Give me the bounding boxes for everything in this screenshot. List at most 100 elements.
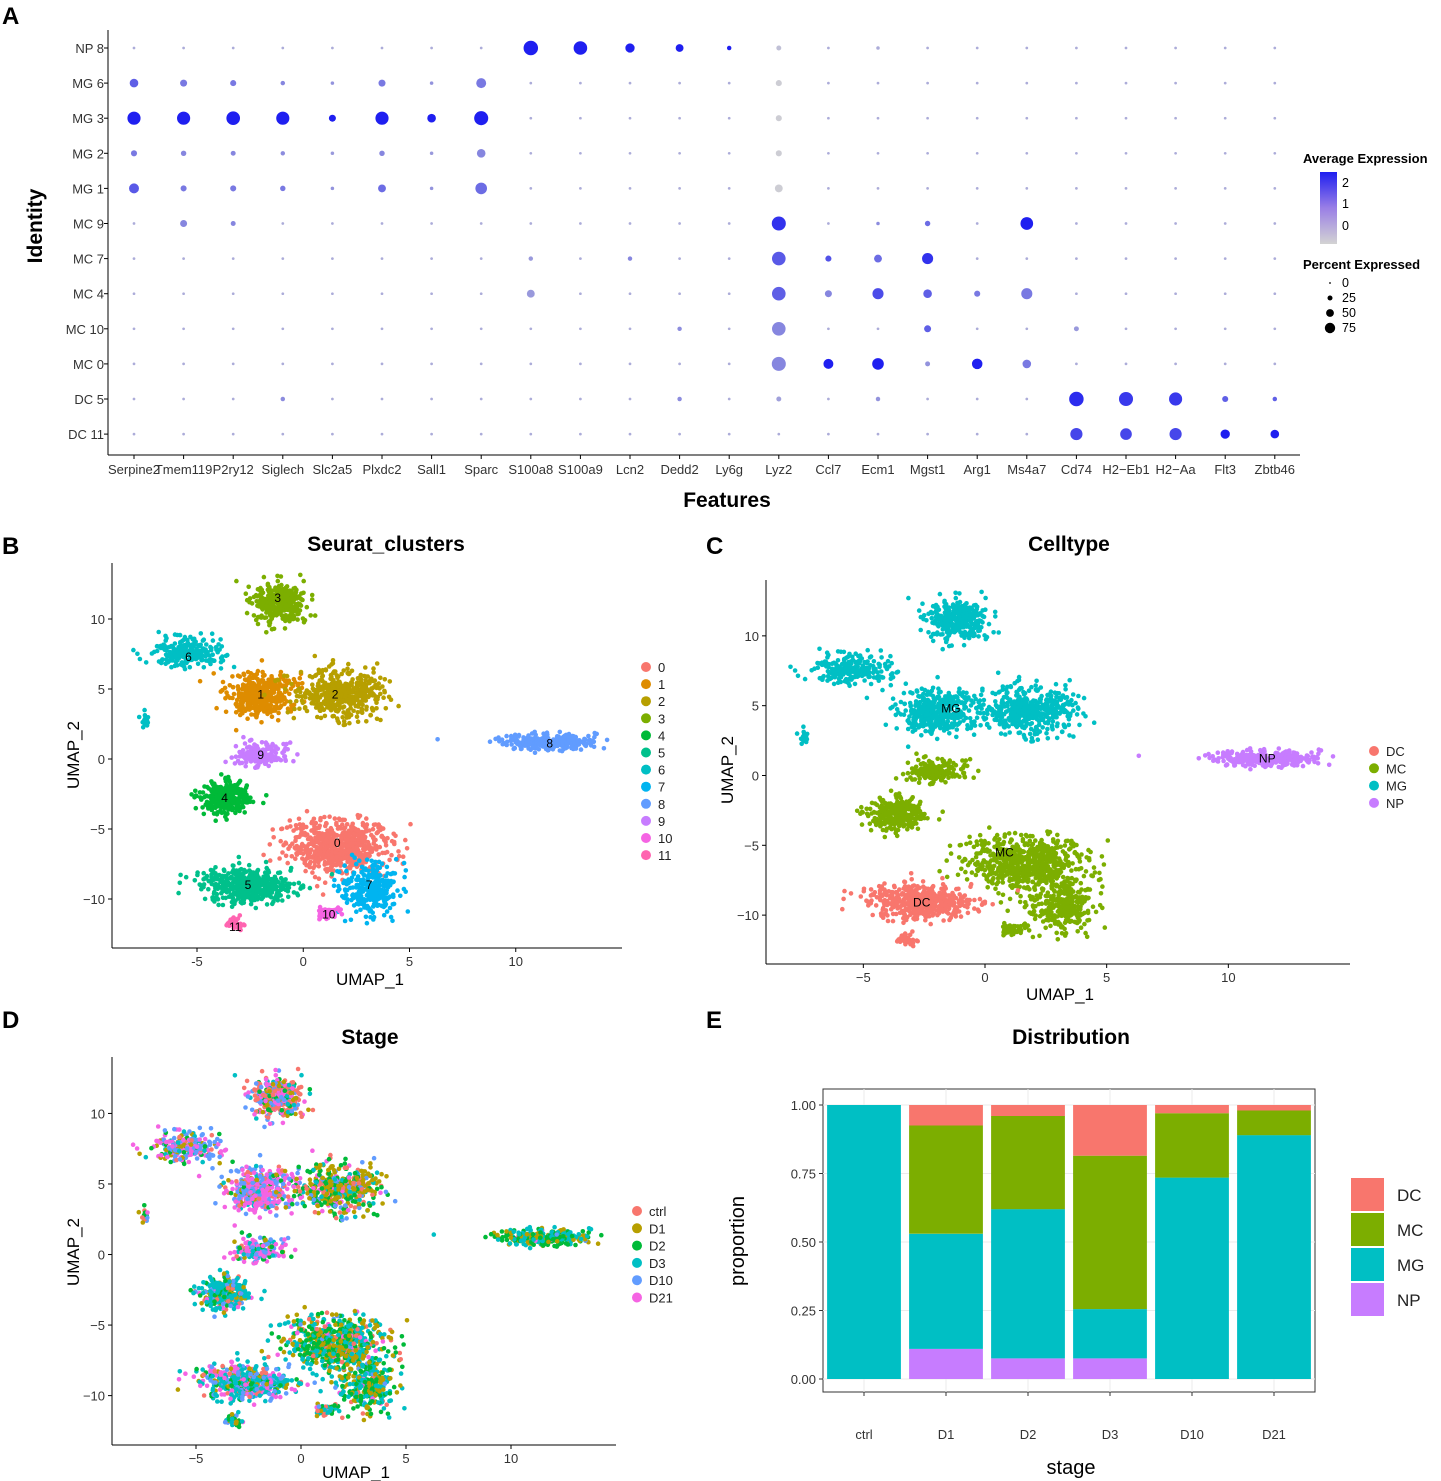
cell-point	[360, 698, 365, 704]
legend-label: 7	[658, 780, 665, 795]
cell-point	[335, 682, 340, 687]
dot-mark	[827, 397, 830, 401]
dot-mark	[330, 186, 335, 191]
dot-mark	[1025, 187, 1029, 190]
cell-point	[316, 876, 322, 881]
cell-point	[242, 789, 248, 794]
cell-point	[275, 746, 281, 751]
dot-mark	[926, 397, 929, 401]
dot-mark	[727, 151, 731, 155]
dot-mark	[331, 327, 334, 331]
cell-point	[294, 693, 300, 699]
dot-mark	[476, 149, 486, 158]
cell-point	[317, 708, 323, 713]
cell-point	[269, 895, 274, 900]
cell-point	[211, 671, 216, 676]
cell-point	[248, 897, 254, 903]
cell-point	[304, 824, 309, 830]
cell-point	[1083, 869, 1089, 874]
cell-point	[236, 860, 242, 866]
cell-point	[996, 865, 1001, 871]
cell-point	[338, 688, 344, 694]
cell-point	[143, 660, 149, 665]
cluster-annotation: 1	[257, 688, 264, 702]
dot-mark	[1174, 187, 1177, 190]
cell-point	[230, 674, 235, 679]
cell-point	[354, 845, 360, 850]
dot-mark	[1025, 257, 1029, 260]
cell-point	[338, 856, 343, 862]
dot-mark	[1075, 46, 1078, 50]
cell-point	[1029, 842, 1034, 848]
dot-mark	[1223, 292, 1227, 296]
dot-mark	[1223, 257, 1227, 260]
cell-point	[1007, 878, 1012, 884]
cell-point	[1097, 870, 1102, 876]
cell-point	[234, 880, 240, 885]
dot-mark	[230, 221, 236, 226]
dot-mark	[971, 358, 983, 370]
cell-point	[355, 676, 361, 681]
cell-point	[963, 869, 968, 875]
feature-label: H2−Eb1	[1102, 462, 1149, 477]
dotplot-x-title: Features	[683, 489, 771, 512]
dot-mark	[876, 187, 880, 190]
cell-point	[223, 709, 229, 715]
y-tick-label: 0	[98, 752, 105, 767]
cell-point	[169, 664, 174, 670]
cell-point	[252, 753, 257, 758]
cell-point	[332, 816, 338, 821]
cell-point	[266, 885, 271, 891]
dot-mark	[727, 81, 731, 85]
cell-point	[203, 653, 208, 659]
cell-point	[369, 686, 374, 691]
cell-point	[176, 890, 181, 896]
cell-point	[989, 880, 995, 886]
cell-point	[985, 885, 990, 890]
legend-label: 3	[658, 711, 665, 726]
cell-point	[1105, 838, 1111, 843]
cell-point	[351, 700, 357, 705]
cell-point	[344, 868, 349, 874]
dot-mark	[1025, 116, 1029, 120]
dot-mark	[675, 44, 684, 52]
cell-point	[266, 587, 271, 592]
cell-point	[209, 872, 214, 877]
cell-point	[944, 858, 949, 863]
dot-mark	[1223, 222, 1227, 225]
dot-mark	[827, 327, 830, 331]
legend-swatch	[641, 696, 651, 707]
cell-point	[993, 886, 998, 892]
cell-point	[300, 597, 305, 603]
cell-point	[310, 682, 315, 687]
cell-point	[360, 839, 366, 844]
cell-point	[373, 843, 379, 849]
dot-mark	[474, 111, 489, 126]
cell-point	[270, 685, 276, 691]
cell-point	[354, 909, 359, 914]
cell-point	[192, 878, 198, 883]
dot-mark	[328, 114, 336, 122]
dot-mark	[974, 290, 981, 297]
dot-mark	[824, 290, 832, 298]
cell-point	[176, 645, 181, 651]
cell-point	[210, 638, 216, 643]
cell-point	[307, 885, 313, 891]
cell-point	[268, 613, 274, 618]
dot-mark	[430, 397, 433, 401]
dot-mark	[231, 257, 235, 260]
dot-mark	[677, 326, 682, 332]
cell-point	[248, 799, 253, 804]
legend-label: 8	[658, 797, 665, 812]
cell-point	[532, 750, 538, 755]
cell-point	[333, 669, 338, 674]
cell-point	[1046, 853, 1052, 859]
cell-point	[355, 812, 361, 818]
dot-mark	[331, 257, 334, 260]
cell-point	[240, 685, 246, 690]
cell-point	[1034, 848, 1040, 854]
cell-point	[245, 716, 250, 721]
cell-point	[1043, 861, 1049, 866]
dot-mark	[1223, 187, 1227, 190]
